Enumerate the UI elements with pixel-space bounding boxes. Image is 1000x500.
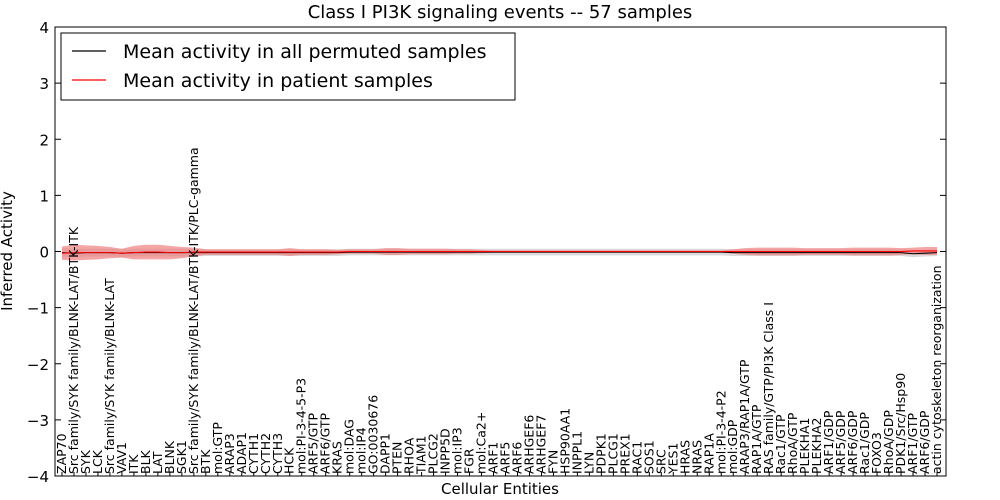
x-tick-label-11: Src family/SYK family/BLNK-LAT/BTK-ITK/P… <box>186 147 201 474</box>
x-tick-label-46: PLCG1 <box>605 433 620 474</box>
x-tick-label-10: SGK1 <box>174 440 189 474</box>
y-tick-label-4: 0 <box>39 244 49 262</box>
x-tick-label-33: mol:IP3 <box>450 427 465 474</box>
x-tick-label-28: PTEN <box>390 442 405 474</box>
x-tick-label-61: RhoA/GTP <box>785 412 800 474</box>
x-tick-label-2: SYK <box>78 449 93 474</box>
x-tick-label-21: ARF5/GTP <box>306 413 321 474</box>
x-tick-label-42: HSP90AA1 <box>557 408 572 474</box>
x-tick-label-23: KRAS <box>330 441 345 474</box>
x-tick-label-14: ARAP3 <box>222 433 237 474</box>
x-tick-label-41: FYN <box>545 450 560 474</box>
legend-box <box>60 32 516 101</box>
x-tick-label-18: CYTH3 <box>270 433 285 474</box>
x-tick-label-49: SOS1 <box>641 440 656 474</box>
x-tick-label-71: ARF1/GTP <box>905 413 920 474</box>
x-tick-label-1: Src family/SYK family/BLNK-LAT/BTK-ITK <box>66 226 81 474</box>
x-tick-label-34: FGR <box>462 448 477 474</box>
confidence-bands <box>62 244 937 261</box>
x-tick-label-19: HCK <box>282 447 297 474</box>
x-tick-label-36: ARF1 <box>486 442 501 474</box>
legend: Mean activity in all permuted samples Me… <box>60 32 516 101</box>
y-tick-label-1: −3 <box>27 412 49 430</box>
y-tick-label-0: −4 <box>27 468 49 486</box>
x-tick-label-68: FOXO3 <box>869 432 884 474</box>
x-tick-label-24: mol:DAG <box>342 419 357 474</box>
x-tick-label-15: ADAP1 <box>234 432 249 474</box>
x-tick-label-13: mol:GTP <box>210 422 225 474</box>
x-tick-label-55: mol:PI-3-4-P2 <box>713 390 728 474</box>
x-tick-label-9: BLNK <box>162 440 177 474</box>
legend-label-patient: Mean activity in patient samples <box>123 70 433 92</box>
x-tick-label-72: ARF6/GDP <box>917 410 932 474</box>
x-tick-label-65: ARF5/GDP <box>833 410 848 474</box>
y-tick-label-8: 4 <box>39 19 49 37</box>
y-axis: −4 −3 −2 −1 0 1 2 3 4 <box>27 19 946 486</box>
x-tick-label-54: RAP1A <box>701 433 716 474</box>
x-tick-label-66: ARF6/GDP <box>845 410 860 474</box>
x-tick-label-35: mol:Ca2+ <box>474 412 489 474</box>
x-tick-label-62: PLEKHA1 <box>797 417 812 474</box>
x-tick-label-67: Rac1/GDP <box>857 412 872 474</box>
x-tick-label-63: PLEKHA2 <box>809 417 824 474</box>
x-tick-label-52: HRAS <box>677 440 692 474</box>
y-tick-label-7: 3 <box>39 75 49 93</box>
x-tick-label-3: LCK <box>90 449 105 474</box>
x-tick-label-43: INPPL1 <box>569 431 584 474</box>
series-lines <box>61 250 938 255</box>
y-tick-label-3: −1 <box>27 300 49 318</box>
y-tick-label-5: 1 <box>39 187 49 205</box>
line-permuted <box>61 251 938 255</box>
x-tick-label-56: mol:GDP <box>725 419 740 474</box>
x-tick-label-27: DAPP1 <box>378 433 393 474</box>
x-tick-label-39: ARHGEF6 <box>521 415 536 474</box>
x-tick-label-44: LYN <box>581 452 596 474</box>
line-patient <box>61 250 937 254</box>
x-tick-label-73: actin cytoskeleton reorganization <box>929 265 944 474</box>
x-tick-label-69: RhoA/GDP <box>881 410 896 474</box>
x-tick-label-25: mol:IP4 <box>354 427 369 474</box>
x-tick-label-45: PDPK1 <box>593 433 608 474</box>
x-tick-label-7: BLK <box>138 449 153 474</box>
legend-label-permuted: Mean activity in all permuted samples <box>123 41 486 63</box>
x-tick-label-37: ARF5 <box>497 442 512 474</box>
x-tick-label-48: RAC1 <box>629 441 644 474</box>
x-tick-label-70: PDK1/Src/Hsp90 <box>893 373 908 474</box>
x-tick-label-20: mol:PI-3-4-5-P3 <box>294 378 309 474</box>
x-tick-label-50: SRC <box>653 449 668 474</box>
y-tick-label-2: −2 <box>27 356 49 374</box>
x-tick-label-58: RAP1A/GTP <box>749 404 764 474</box>
band-patient <box>62 244 937 261</box>
x-tick-label-29: RHOA <box>402 437 417 474</box>
x-tick-label-47: PREX1 <box>617 433 632 474</box>
x-tick-label-32: INPP5D <box>438 428 453 474</box>
x-tick-label-40: ARHGEF7 <box>533 415 548 474</box>
x-tick-label-31: PLCG2 <box>426 433 441 474</box>
x-tick-label-53: NRAS <box>689 440 704 474</box>
x-tick-label-26: GO:0030676 <box>366 395 381 474</box>
x-tick-label-12: BTK <box>198 449 213 474</box>
x-tick-label-16: CYTH1 <box>246 433 261 474</box>
x-tick-label-4: Src family/SYK family/BLNK-LAT <box>102 278 117 474</box>
x-tick-label-59: RAS family/GTP/PI3K Class I <box>761 302 776 474</box>
x-tick-label-30: TIAM1 <box>414 435 429 475</box>
x-tick-label-0: ZAP70 <box>54 433 69 474</box>
chart-title: Class I PI3K signaling events -- 57 samp… <box>308 2 693 23</box>
y-axis-label: Inferred Activity <box>0 191 16 311</box>
x-tick-label-5: VAV1 <box>114 442 129 474</box>
x-tick-label-6: ITK <box>126 454 141 474</box>
x-tick-label-8: LAT <box>150 451 165 474</box>
x-tick-label-17: CYTH2 <box>258 433 273 474</box>
y-tick-label-6: 2 <box>39 131 49 149</box>
x-tick-label-64: ARF1/GDP <box>821 410 836 474</box>
x-tick-label-57: ARAP3/RAP1A/GTP <box>737 359 752 474</box>
x-axis-label: Cellular Entities <box>441 480 559 498</box>
x-tick-label-60: Rac1/GTP <box>773 414 788 474</box>
x-tick-label-51: YES1 <box>665 443 680 475</box>
x-tick-label-22: ARF6/GTP <box>318 413 333 474</box>
x-tick-label-38: ARF6 <box>509 442 524 474</box>
